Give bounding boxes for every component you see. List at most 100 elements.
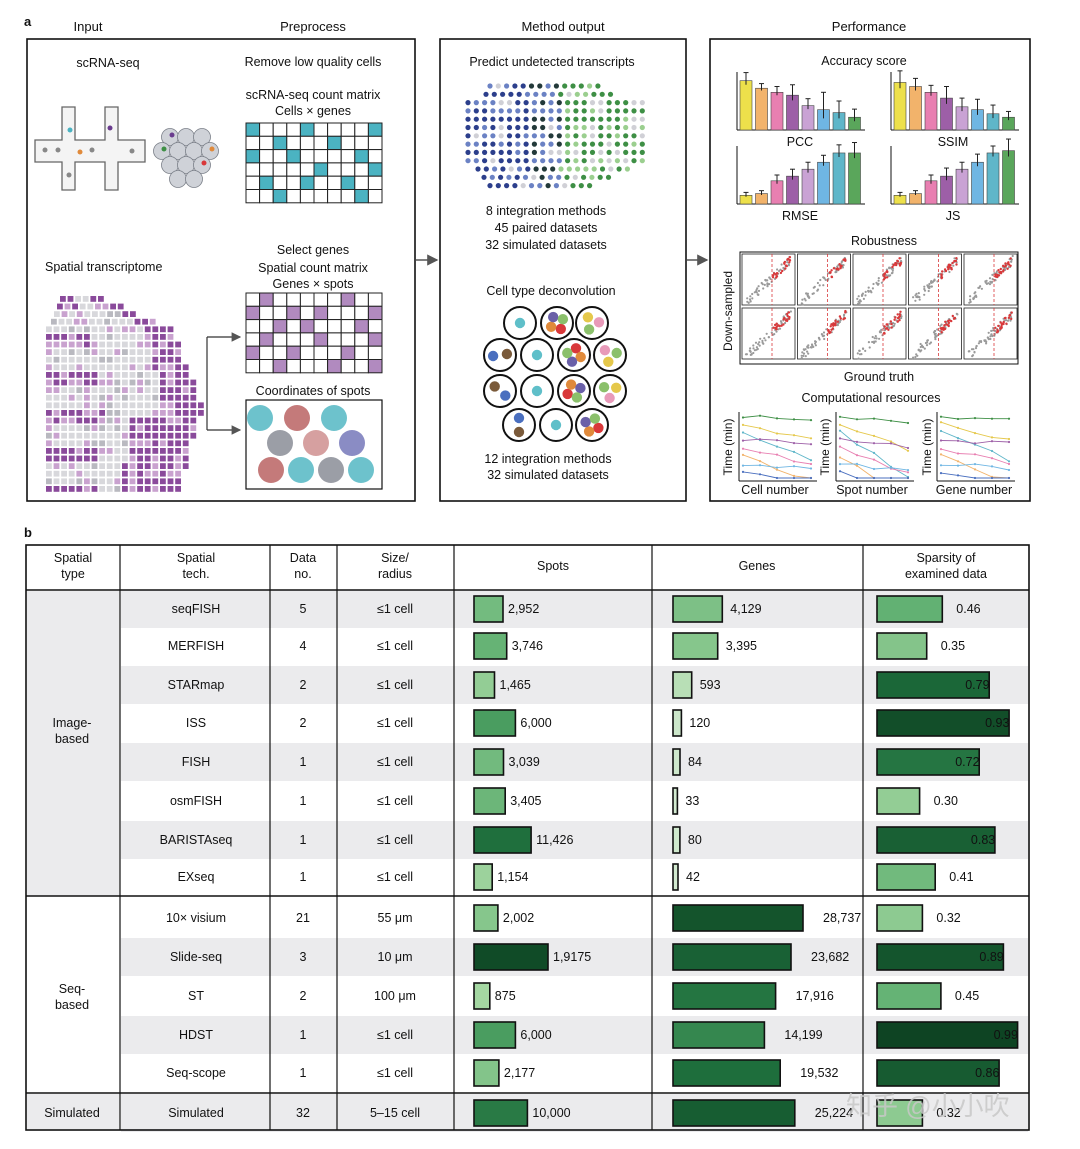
transcript-dot — [500, 91, 506, 97]
robustness-point — [975, 344, 978, 348]
robustness-point — [891, 269, 894, 272]
matrix-cell — [340, 345, 356, 361]
sparsity-bar — [876, 709, 1010, 737]
matrix-cell — [367, 122, 383, 137]
matrix-cell — [327, 149, 342, 164]
tissue-spot — [76, 372, 83, 378]
robustness-point — [1011, 254, 1014, 258]
robustness-point — [746, 300, 749, 303]
arrow-to-spatial-matrix — [206, 337, 240, 430]
tissue-spot — [99, 478, 105, 485]
tissue-spot — [76, 311, 83, 317]
matrix-cell — [327, 332, 342, 347]
transcript-dot — [606, 100, 612, 106]
transcript-dot — [473, 133, 479, 139]
cell-type-dot — [557, 314, 569, 325]
group-image-based-2: based — [55, 732, 89, 746]
deconv-spot — [557, 374, 591, 408]
tissue-spot — [61, 394, 67, 401]
robustness-highlight — [886, 323, 889, 326]
compute-line — [940, 448, 1010, 465]
robustness-point — [934, 332, 937, 335]
tissue-spot — [66, 318, 72, 325]
matrix-cell — [259, 332, 274, 347]
transcript-dot — [639, 158, 645, 164]
tissue-spot — [46, 425, 52, 431]
tissue-spot — [122, 356, 128, 363]
tissue-spot — [137, 410, 143, 416]
genes-value: 19,532 — [800, 1066, 838, 1080]
tissue-spot — [175, 410, 181, 416]
transcript-dot — [614, 149, 621, 155]
robustness-point — [927, 289, 930, 293]
tissue-spot — [175, 394, 181, 401]
tissue-spot — [84, 455, 90, 462]
tissue-spot — [122, 372, 128, 378]
tissue-spot — [76, 440, 83, 447]
tissue-spot — [152, 455, 159, 462]
sparsity-bar — [876, 982, 942, 1010]
transcript-dot — [492, 166, 498, 172]
cell-type-dot — [548, 311, 559, 323]
tissue-spot — [114, 394, 121, 401]
transcript-dot — [483, 91, 489, 97]
sparsity-bar — [876, 787, 921, 815]
tissue-spot — [129, 349, 136, 355]
accuracy-bar — [770, 92, 784, 131]
robustness-highlight — [890, 326, 893, 329]
accuracy-title: Accuracy score — [821, 54, 906, 68]
matrix-cell — [327, 122, 342, 137]
transcript-dot — [624, 166, 631, 172]
matrix-cell — [313, 189, 329, 204]
robustness-point — [802, 352, 806, 355]
robustness-highlight — [883, 272, 886, 276]
genes-value: 28,737 — [823, 911, 861, 925]
spatial-count-matrix — [245, 292, 383, 374]
tissue-spot — [91, 356, 98, 363]
robustness-point — [933, 330, 936, 333]
robustness-point — [782, 266, 785, 270]
matrix-cell — [286, 319, 301, 334]
sparsity-value: 0.32 — [936, 911, 960, 925]
cell-data-no: 2 — [300, 716, 307, 730]
tissue-spot — [46, 478, 52, 485]
robustness-point — [754, 341, 758, 344]
robustness-highlight — [898, 313, 902, 316]
transcript-dot — [573, 158, 579, 164]
transcript-dot — [578, 183, 584, 189]
accuracy-bar — [755, 87, 768, 131]
tissue-spot — [114, 311, 121, 317]
robustness-point — [973, 351, 976, 354]
robustness-point — [977, 342, 981, 345]
robustness-highlight — [782, 323, 785, 326]
matrix-cell — [313, 162, 329, 177]
tissue-spot — [46, 326, 52, 333]
tissue-spot — [122, 364, 128, 371]
tissue-spot — [61, 410, 67, 416]
robustness-point — [990, 329, 993, 332]
robustness-highlight — [836, 320, 839, 323]
transcript-dot — [516, 91, 522, 97]
transcript-dot — [548, 141, 554, 147]
robustness-highlight — [780, 324, 783, 327]
robustness-highlight — [827, 330, 830, 333]
tissue-spot — [129, 486, 136, 492]
tissue-spot — [84, 326, 90, 333]
tissue-spot — [160, 440, 166, 447]
tissue-spot — [53, 463, 60, 469]
transcript-dot — [540, 100, 546, 106]
tissue-spot — [114, 402, 121, 409]
robustness-highlight — [830, 323, 833, 326]
tissue-spot — [99, 364, 105, 371]
robustness-point — [936, 280, 939, 283]
matrix-cell — [354, 122, 369, 137]
compute-line — [940, 453, 1010, 479]
compute-line — [940, 430, 1010, 462]
transcript-dot — [490, 149, 496, 155]
tissue-spot — [160, 379, 166, 386]
coordinate-spot — [303, 430, 329, 456]
tissue-spot — [99, 425, 105, 431]
cell-type-dot — [513, 426, 525, 438]
tissue-spot — [129, 425, 136, 431]
cluster-cell — [169, 170, 187, 188]
